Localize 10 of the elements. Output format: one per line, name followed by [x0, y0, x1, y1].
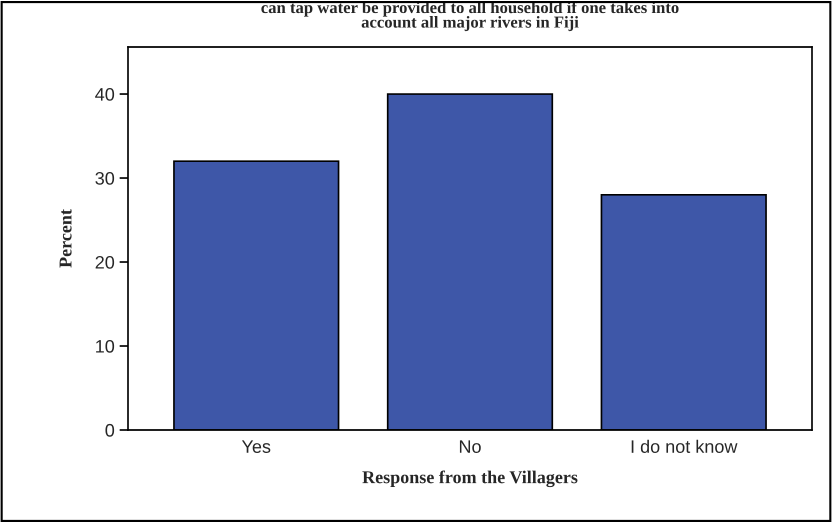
y-tick-label: 40 [95, 88, 114, 101]
x-tick-label: No [460, 440, 481, 453]
y-tick-label: 20 [96, 256, 114, 269]
x-axis-title: Response from the Villagers [362, 470, 578, 488]
y-tick-label: 30 [95, 172, 114, 185]
y-tick-label: 0 [105, 424, 114, 437]
y-tick-label: 10 [96, 340, 114, 353]
x-tick-label: Yes [242, 440, 270, 453]
y-axis-title: Percent [60, 209, 72, 268]
x-tick-label: I do not know [632, 440, 738, 453]
